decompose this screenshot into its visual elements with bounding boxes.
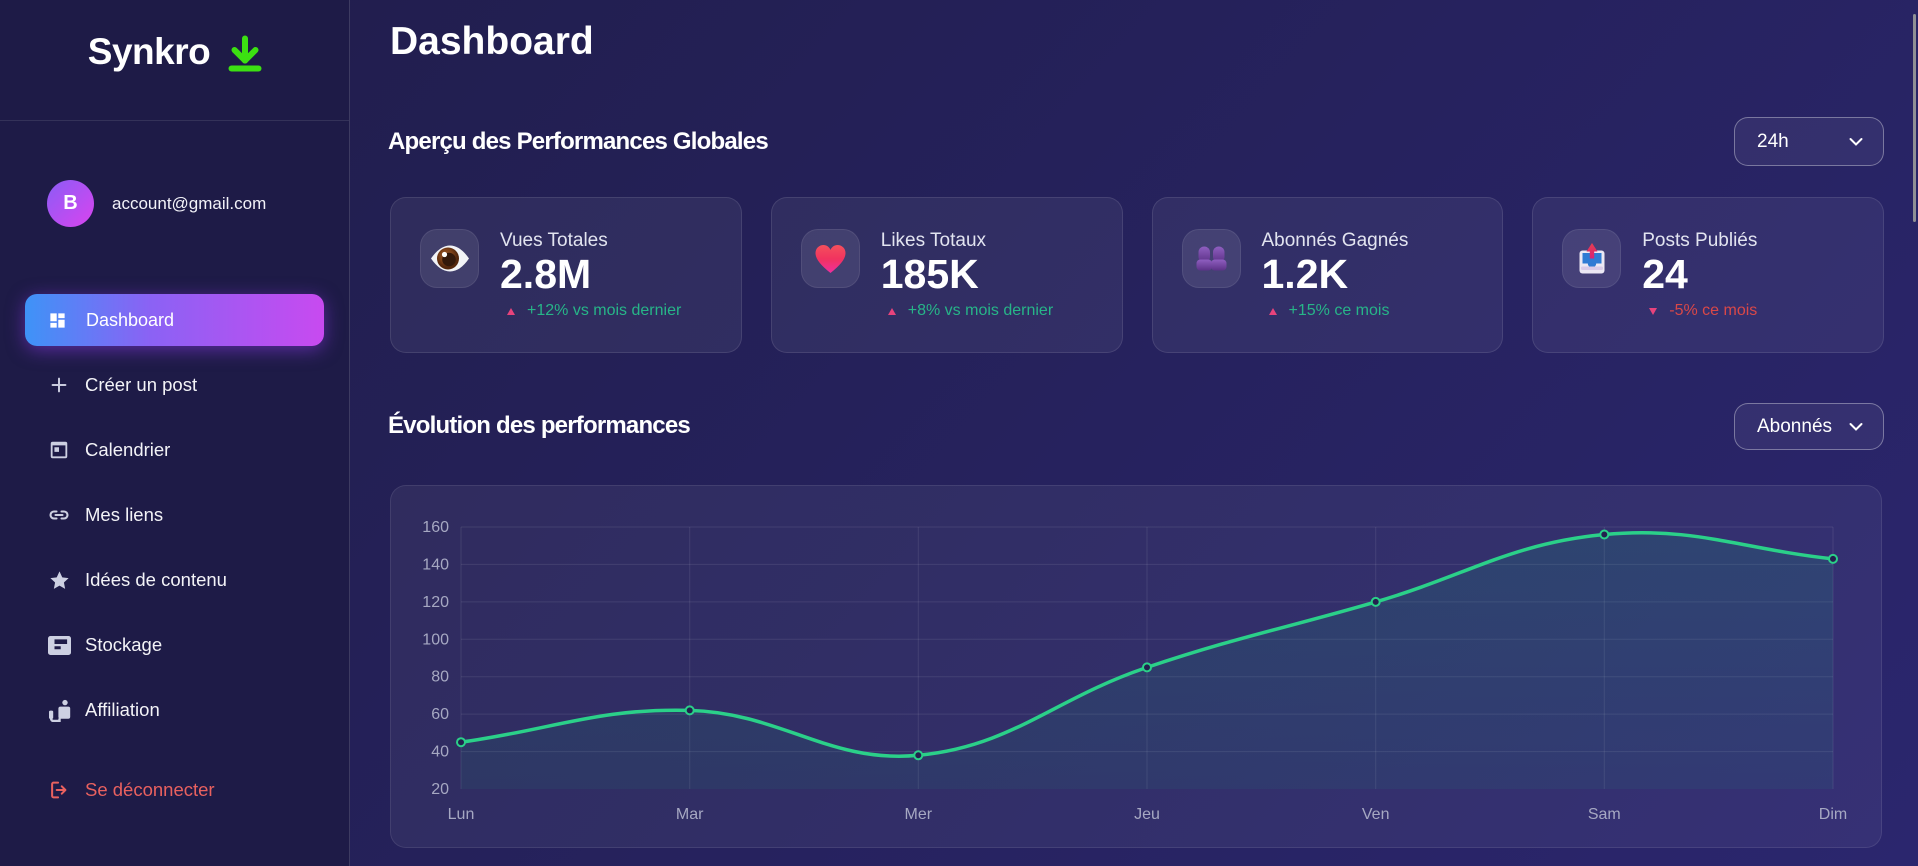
svg-text:Ven: Ven: [1362, 806, 1390, 823]
svg-text:80: 80: [431, 669, 449, 686]
svg-text:Sam: Sam: [1588, 806, 1621, 823]
svg-text:Lun: Lun: [448, 806, 475, 823]
svg-text:120: 120: [422, 594, 449, 611]
svg-text:Dim: Dim: [1819, 806, 1847, 823]
svg-text:60: 60: [431, 706, 449, 723]
svg-text:Mar: Mar: [676, 806, 704, 823]
svg-text:40: 40: [431, 744, 449, 761]
svg-text:160: 160: [422, 519, 449, 536]
svg-text:140: 140: [422, 556, 449, 573]
svg-text:20: 20: [431, 781, 449, 798]
svg-text:Mer: Mer: [905, 806, 933, 823]
svg-text:Jeu: Jeu: [1134, 806, 1160, 823]
svg-text:100: 100: [422, 631, 449, 648]
